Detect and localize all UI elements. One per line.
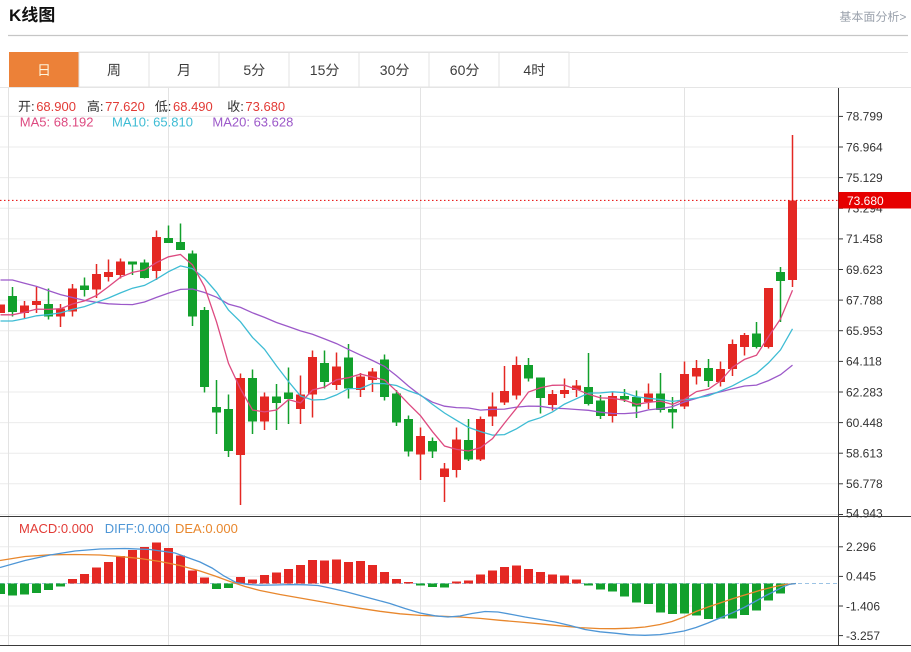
svg-text:64.118: 64.118: [846, 355, 882, 369]
svg-text:71.458: 71.458: [846, 232, 883, 246]
svg-text:68.490: 68.490: [173, 99, 213, 114]
svg-text::: :: [168, 99, 172, 114]
svg-text:78.799: 78.799: [846, 110, 883, 124]
svg-text:65.953: 65.953: [846, 324, 883, 338]
svg-text::: :: [31, 99, 35, 114]
svg-text:-3.257: -3.257: [846, 629, 880, 643]
svg-text:30: 30: [380, 62, 396, 78]
svg-text:60: 60: [450, 62, 466, 78]
svg-text:MA5: 68.192: MA5: 68.192: [20, 114, 94, 129]
svg-text:60.448: 60.448: [846, 416, 883, 430]
svg-text::: :: [240, 99, 244, 114]
svg-text:2.296: 2.296: [846, 540, 876, 554]
svg-text:62.283: 62.283: [846, 385, 883, 399]
svg-text:68.900: 68.900: [36, 99, 76, 114]
svg-text:73.680: 73.680: [245, 99, 285, 114]
svg-text:MACD:0.000: MACD:0.000: [19, 521, 93, 536]
svg-text:MA10: 65.810: MA10: 65.810: [112, 114, 193, 129]
svg-text:67.788: 67.788: [846, 293, 883, 307]
svg-text:MA20: 63.628: MA20: 63.628: [212, 114, 293, 129]
svg-text:56.778: 56.778: [846, 477, 883, 491]
svg-text:75.129: 75.129: [846, 171, 883, 185]
svg-text:54.943: 54.943: [846, 506, 883, 520]
svg-text:15: 15: [310, 62, 326, 78]
svg-text:77.620: 77.620: [105, 99, 145, 114]
svg-text:5: 5: [243, 62, 251, 78]
svg-text:DIFF:0.000: DIFF:0.000: [105, 521, 170, 536]
svg-text:0.445: 0.445: [846, 570, 876, 584]
svg-text:69.623: 69.623: [846, 263, 883, 277]
svg-text::: :: [100, 99, 104, 114]
svg-text:73.680: 73.680: [847, 194, 884, 208]
svg-text:58.613: 58.613: [846, 447, 883, 461]
svg-text:4: 4: [523, 62, 531, 78]
svg-text:-1.406: -1.406: [846, 599, 880, 613]
svg-text:76.964: 76.964: [846, 140, 883, 154]
svg-text:K: K: [9, 6, 22, 25]
svg-text:DEA:0.000: DEA:0.000: [175, 521, 238, 536]
svg-text:>: >: [899, 10, 906, 24]
